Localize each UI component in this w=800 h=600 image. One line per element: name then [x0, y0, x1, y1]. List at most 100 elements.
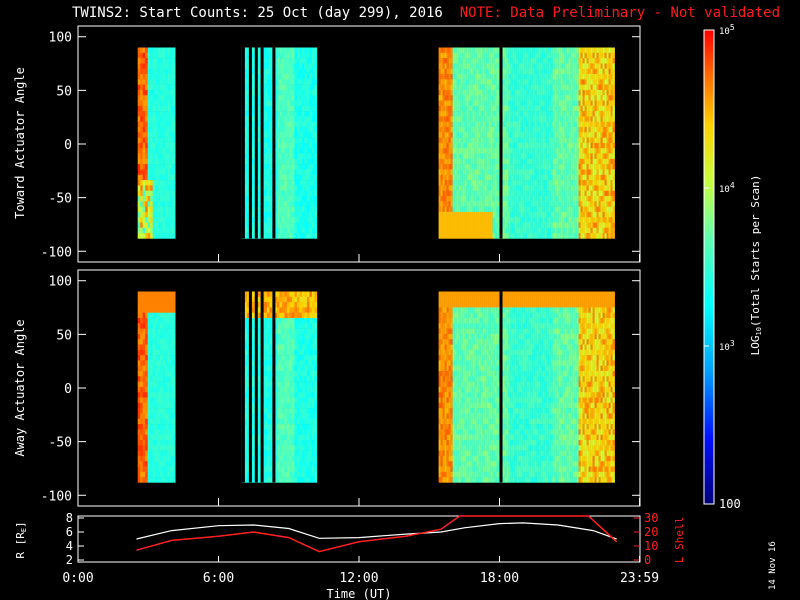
heatmap-cell-2958: [512, 79, 515, 85]
heatmap-cell-51: [140, 127, 143, 133]
heatmap-cell-1193: [286, 74, 290, 80]
heatmap-cell-2666: [496, 58, 499, 64]
heatmap-cell-3257: [528, 137, 531, 144]
heatmap-cell-3441: [538, 158, 541, 165]
heatmap-cell-2457: [484, 95, 487, 101]
heatmap-cell-2378: [480, 58, 483, 64]
heatmap-cell-4380: [590, 174, 593, 181]
heatmap-cell-360: [162, 47, 166, 54]
heatmap-cell-2878: [506, 227, 509, 234]
heatmap-cell-1871: [450, 233, 453, 239]
heatmap-cell-159: [147, 127, 151, 133]
heatmap-cell-1471: [304, 211, 308, 218]
heatmap-cell-2932: [510, 132, 513, 138]
heatmap-cell-266: [155, 121, 158, 128]
heatmap-cell-2260: [472, 196, 475, 202]
heatmap-cell-3160: [522, 196, 525, 202]
heatmap-cell-4224: [582, 111, 585, 117]
heatmap-cell-2353: [478, 116, 481, 122]
heatmap-cell-3518: [542, 185, 545, 191]
heatmap-cell-2000: [458, 153, 461, 160]
heatmap-cell-3979: [568, 148, 571, 154]
heatmap-cell-2235: [472, 63, 475, 69]
heatmap-cell-1100: [279, 153, 283, 160]
heatmap-cell-3761: [556, 137, 559, 144]
heatmap-cell-349: [160, 180, 163, 186]
heatmap-cell-4478: [596, 121, 599, 128]
heatmap-cell-3397: [536, 116, 539, 122]
heatmap-cell-71: [140, 233, 143, 239]
heatmap-cell-38: [140, 58, 143, 64]
heatmap-cell-2869: [506, 180, 509, 186]
heatmap-cell-2472: [484, 174, 487, 181]
heatmap-cell-2219: [470, 169, 473, 175]
heatmap-cell-2215: [470, 148, 473, 154]
heatmap-cell-642: [246, 206, 250, 213]
heatmap-cell-1608: [314, 174, 318, 181]
heatmap-cell-2850: [506, 79, 509, 85]
heatmap-cell-4077: [574, 95, 577, 101]
heatmap-cell-117: [145, 95, 148, 101]
heatmap-cell-1028: [274, 153, 278, 160]
heatmap-cell-1568: [311, 153, 315, 160]
heatmap-cell-585: [244, 95, 248, 101]
heatmap-cell-3472: [540, 132, 543, 138]
heatmap-cell-3221: [526, 137, 529, 144]
heatmap-cell-3831: [560, 127, 563, 133]
heatmap-cell-4400: [592, 89, 595, 96]
heatmap-cell-1665: [440, 95, 443, 101]
heatmap-cell-1725: [442, 222, 445, 229]
heatmap-cell-4372: [590, 132, 593, 138]
heatmap-cell-3183: [524, 127, 527, 133]
heatmap-cell-2961: [512, 95, 515, 101]
heatmap-cell-930: [266, 206, 270, 213]
heatmap-cell-4584: [602, 111, 605, 117]
heatmap-cell-3330: [532, 142, 535, 149]
heatmap-cell-1218: [286, 206, 290, 213]
heatmap-cell-1110: [279, 206, 283, 213]
heatmap-cell-240: [152, 174, 156, 181]
heatmap-cell-1074: [276, 206, 280, 213]
heatmap-cell-23: [137, 169, 141, 175]
heatmap-cell-3122: [520, 185, 523, 191]
heatmap-cell-3636: [550, 47, 553, 54]
heatmap-cell-4434: [594, 79, 597, 85]
heatmap-cell-3657: [550, 158, 553, 165]
heatmap-cell-703: [251, 148, 255, 154]
heatmap-cell-3038: [516, 121, 519, 128]
heatmap-cell-395: [162, 233, 166, 239]
heatmap-cell-4714: [608, 227, 611, 234]
heatmap-cell-4728: [610, 111, 613, 117]
heatmap-cell-1483: [306, 84, 310, 91]
heatmap-cell-2696: [496, 217, 499, 223]
heatmap-cell-3523: [542, 211, 545, 218]
heatmap-cell-704: [251, 153, 255, 160]
heatmap-cell-3448: [538, 196, 541, 202]
heatmap-cell-4462: [594, 227, 597, 234]
heatmap-cell-1636: [438, 132, 441, 138]
heatmap-cell-3639: [550, 63, 553, 69]
heatmap-cell-3515: [542, 169, 545, 175]
heatmap-cell-1979: [456, 233, 459, 239]
heatmap-cell-1128: [281, 111, 285, 117]
heatmap-cell-2519: [486, 233, 489, 239]
heatmap-cell-1429: [301, 180, 305, 186]
heatmap-cell-4250: [584, 58, 587, 64]
heatmap-cell-3258: [528, 142, 531, 149]
heatmap-cell-2120: [464, 217, 467, 223]
heatmap-cell-4437: [594, 95, 597, 101]
heatmap-cell-1825: [448, 180, 451, 186]
heatmap-cell-472: [170, 68, 173, 75]
heatmap-cell-4061: [572, 201, 575, 207]
heatmap-cell-2077: [462, 180, 465, 186]
heatmap-cell-1593: [314, 95, 318, 101]
heatmap-cell-4391: [590, 233, 593, 239]
heatmap-cell-140: [145, 217, 148, 223]
heatmap-cell-3197: [524, 201, 527, 207]
heatmap-cell-1734: [444, 79, 447, 85]
heatmap-cell-4772: [612, 153, 615, 160]
heatmap-cell-1538: [309, 185, 313, 191]
heatmap-cell-3985: [568, 180, 571, 186]
heatmap-cell-1118: [281, 58, 285, 64]
heatmap-cell-2323: [476, 148, 479, 154]
